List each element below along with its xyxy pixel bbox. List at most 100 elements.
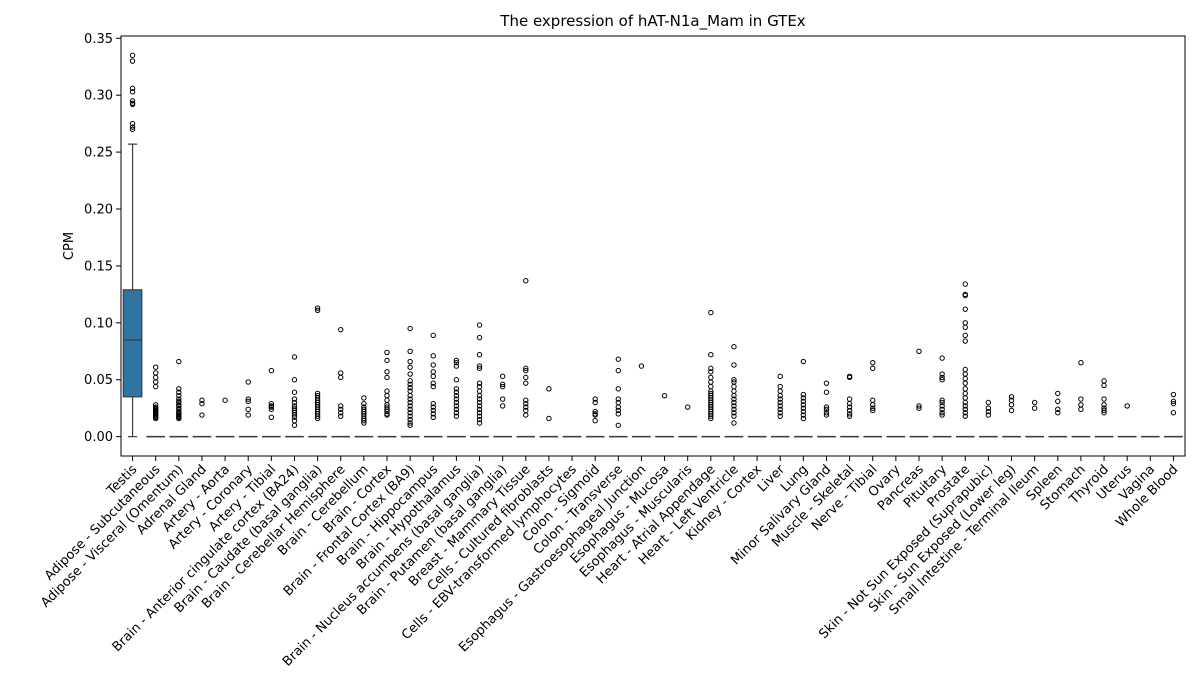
outlier-point <box>314 305 321 311</box>
outlier-point <box>870 402 876 408</box>
outlier-point <box>268 404 275 410</box>
outlier-point <box>592 412 598 418</box>
outlier-point <box>1055 406 1061 413</box>
outlier-point <box>453 359 460 366</box>
outlier-point <box>523 397 529 403</box>
outlier-point <box>129 126 136 133</box>
outlier-point <box>407 358 413 365</box>
outlier-point <box>962 281 968 287</box>
outlier-point <box>291 399 298 406</box>
outlier-point <box>314 307 321 314</box>
outlier-point <box>245 379 251 385</box>
outlier-point <box>731 396 737 402</box>
outlier-point <box>939 377 945 383</box>
outlier-point <box>1101 382 1107 389</box>
outlier-point <box>129 120 136 127</box>
outlier-point <box>1031 399 1038 406</box>
outlier-point <box>430 362 436 368</box>
outlier-point <box>1170 391 1177 398</box>
outlier-point <box>476 396 483 402</box>
y-tick-label: 0.10 <box>84 316 113 331</box>
outlier-point <box>361 418 367 424</box>
outlier-point <box>1124 403 1130 409</box>
y-tick-label: 0.35 <box>84 32 113 47</box>
outlier-point <box>407 364 413 370</box>
outlier-point <box>129 52 136 59</box>
outlier-point <box>338 406 344 413</box>
outlier-point <box>268 400 275 407</box>
outlier-point <box>176 396 182 402</box>
outlier-point <box>1101 402 1107 408</box>
outlier-point <box>985 405 992 411</box>
outlier-point <box>1078 396 1084 402</box>
outlier-point <box>453 413 460 419</box>
outlier-point <box>939 410 945 416</box>
outlier-point <box>476 363 483 369</box>
outlier-point <box>291 354 298 360</box>
outlier-point <box>1008 394 1015 400</box>
outlier-point <box>338 403 344 409</box>
outlier-point <box>962 406 968 413</box>
outlier-point <box>430 373 436 380</box>
outlier-point <box>338 410 344 416</box>
outlier-point <box>129 85 136 92</box>
outlier-point <box>291 396 298 402</box>
outlier-point <box>152 364 159 370</box>
outlier-point <box>176 403 182 409</box>
outlier-point <box>407 399 413 406</box>
outlier-point <box>800 395 807 401</box>
chart-title: The expression of hAT-N1a_Mam in GTEx <box>499 12 806 31</box>
outlier-point <box>1055 390 1061 397</box>
outlier-point <box>684 404 691 410</box>
outlier-point <box>430 380 436 386</box>
outlier-point <box>939 412 945 418</box>
outlier-point <box>777 373 783 380</box>
outlier-point <box>800 358 807 365</box>
outlier-point <box>731 344 737 350</box>
outlier-point <box>476 322 483 328</box>
outlier-point <box>939 371 945 377</box>
outlier-point <box>152 383 159 390</box>
outlier-point <box>499 396 506 402</box>
outlier-point <box>176 358 182 365</box>
outlier-point <box>1101 410 1107 416</box>
outlier-point <box>846 407 853 414</box>
outlier-point <box>615 367 622 374</box>
outlier-point <box>962 292 968 299</box>
outlier-point <box>962 413 968 419</box>
outlier-point <box>1170 398 1177 405</box>
outlier-point <box>476 416 483 423</box>
outlier-point <box>777 396 783 402</box>
outlier-point <box>476 399 483 406</box>
outlier-point <box>407 403 413 409</box>
outlier-point <box>245 398 251 405</box>
y-tick-label: 0.25 <box>84 146 113 161</box>
outlier-point <box>962 380 968 386</box>
outlier-point <box>361 400 367 407</box>
outlier-point <box>176 386 182 392</box>
outlier-point <box>615 422 622 428</box>
outlier-point <box>870 407 876 414</box>
outlier-point <box>523 400 529 407</box>
outlier-point <box>846 400 853 407</box>
axes-frame <box>120 35 1186 457</box>
outlier-point <box>291 412 298 418</box>
outlier-point <box>453 377 460 383</box>
outlier-point <box>939 397 945 403</box>
outlier-point <box>338 326 344 333</box>
outlier-point <box>823 410 830 416</box>
outlier-point <box>823 412 830 418</box>
outlier-point <box>430 414 436 421</box>
outlier-point <box>708 413 714 419</box>
outlier-point <box>152 415 159 422</box>
outlier-point <box>176 399 182 406</box>
outlier-point <box>384 357 390 364</box>
outlier-point <box>546 415 552 422</box>
outlier-point <box>615 396 622 402</box>
outlier-point <box>476 420 483 426</box>
outlier-point <box>453 389 460 395</box>
outlier-point <box>314 413 321 419</box>
outlier-point <box>129 101 136 107</box>
